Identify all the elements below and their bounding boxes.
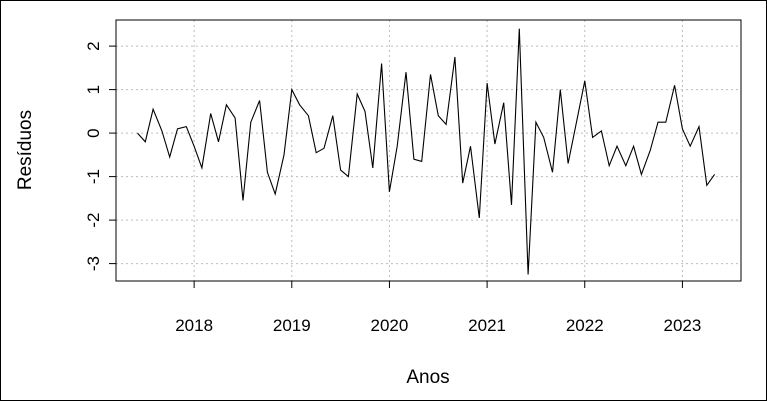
y-tick-label: 0 bbox=[84, 128, 103, 137]
x-axis-label: Anos bbox=[406, 367, 449, 388]
x-axis: 2018 2019 2020 2021 2022 2023 bbox=[175, 281, 701, 335]
series-line bbox=[137, 28, 716, 275]
y-tick-label: -2 bbox=[84, 213, 103, 228]
data-points bbox=[137, 29, 714, 275]
x-tick-label: 2018 bbox=[175, 316, 213, 335]
x-tick-label: 2022 bbox=[566, 316, 604, 335]
y-tick-label: 2 bbox=[84, 41, 103, 50]
y-tick-label: -3 bbox=[84, 256, 103, 271]
x-tick-label: 2020 bbox=[371, 316, 409, 335]
x-tick-label: 2019 bbox=[273, 316, 311, 335]
x-tick-label: 2023 bbox=[663, 316, 701, 335]
y-tick-label: 1 bbox=[84, 85, 103, 94]
plot-area bbox=[115, 19, 742, 282]
x-tick-label: 2021 bbox=[468, 316, 506, 335]
grid bbox=[116, 20, 741, 281]
y-axis-label: Resíduos bbox=[15, 110, 36, 190]
y-tick-label: -1 bbox=[84, 169, 103, 184]
y-axis: -3 -2 -1 0 1 2 bbox=[84, 41, 116, 271]
